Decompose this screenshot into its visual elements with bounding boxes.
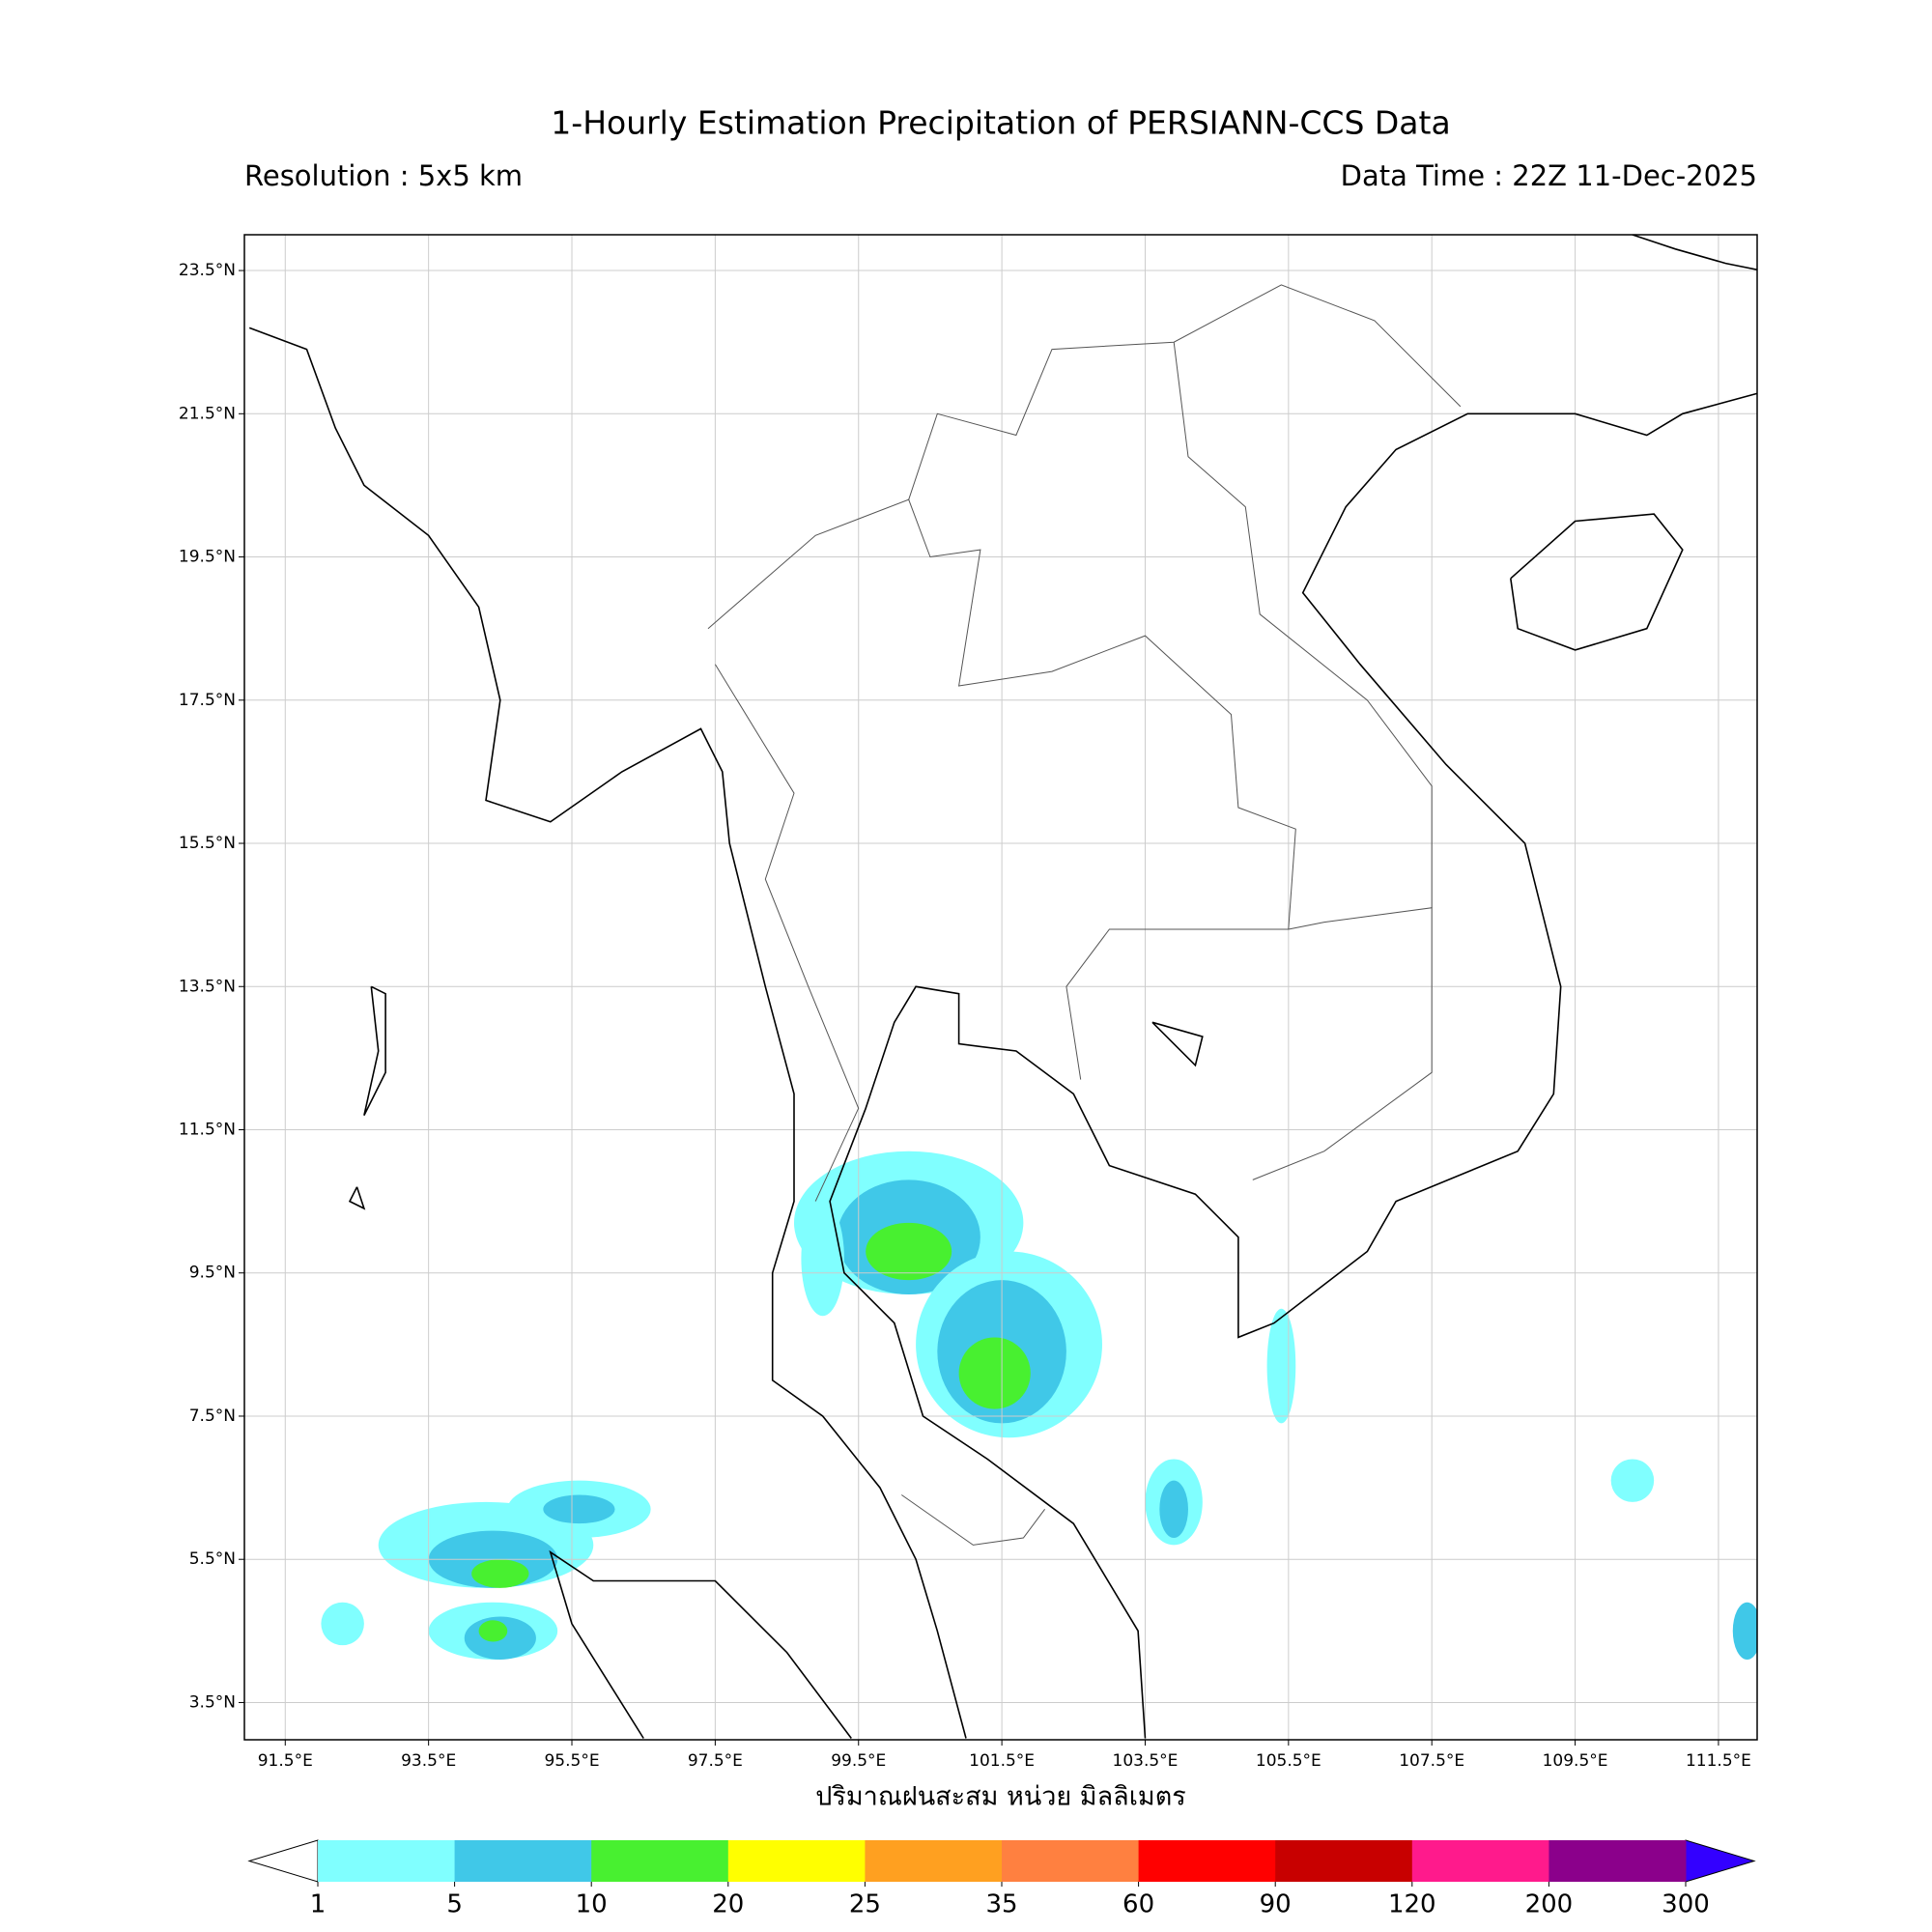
coastline [348, 1186, 366, 1210]
rain-area [801, 1201, 844, 1317]
y-tick-label: 21.5°N [179, 404, 236, 423]
border [707, 498, 1296, 1080]
map [244, 235, 1757, 1740]
rain-area [471, 1559, 529, 1588]
title: 1-Hourly Estimation Precipitation of PER… [551, 104, 1450, 142]
map-frame [243, 234, 1758, 1741]
x-tick-label: 95.5°E [544, 1751, 599, 1771]
rain-area [958, 1337, 1031, 1409]
colorbar-tick-label: 10 [576, 1890, 608, 1919]
y-tick-label: 13.5°N [179, 977, 236, 996]
coastline [1510, 513, 1684, 651]
rain-area [543, 1494, 615, 1524]
border [1173, 342, 1433, 908]
y-tick-label: 5.5°N [189, 1549, 236, 1569]
colorbar-over [1685, 1839, 1756, 1883]
border [1252, 907, 1433, 1180]
y-tick-label: 23.5°N [179, 261, 236, 280]
x-tick-label: 99.5°E [831, 1751, 886, 1771]
coastline [1632, 235, 1757, 271]
colorbar-tick-label: 200 [1525, 1890, 1574, 1919]
rain-area [1266, 1308, 1296, 1424]
y-tick-label: 7.5°N [189, 1406, 236, 1426]
colorbar-label: ปริมาณฝนสะสม หน่วย มิลลิเมตร [815, 1782, 1186, 1812]
colorbar-under [247, 1839, 319, 1883]
coastline [1151, 1021, 1204, 1067]
x-tick-label: 105.5°E [1256, 1751, 1321, 1771]
border [901, 1494, 1046, 1546]
x-tick-label: 91.5°E [258, 1751, 313, 1771]
x-tick-label: 111.5°E [1686, 1751, 1751, 1771]
colorbar-tick-label: 60 [1122, 1890, 1154, 1919]
colorbar-segment [865, 1840, 1003, 1882]
colorbar-segment [318, 1840, 456, 1882]
x-tick-label: 101.5°E [969, 1751, 1035, 1771]
colorbar-segment [1411, 1840, 1549, 1882]
colorbar-tick-label: 25 [849, 1890, 881, 1919]
rain-area [866, 1222, 952, 1281]
y-tick-label: 15.5°N [179, 834, 236, 853]
x-tick-label: 97.5°E [688, 1751, 743, 1771]
colorbar-tick-label: 20 [712, 1890, 744, 1919]
border [714, 664, 860, 1202]
x-tick-label: 93.5°E [401, 1751, 456, 1771]
colorbar-segment [1275, 1840, 1413, 1882]
y-tick-label: 3.5°N [189, 1692, 236, 1712]
coastline [248, 327, 967, 1739]
rain-area [1159, 1480, 1188, 1538]
colorbar-segment [454, 1840, 592, 1882]
x-tick-label: 103.5°E [1113, 1751, 1179, 1771]
colorbar-tick-label: 300 [1662, 1890, 1710, 1919]
y-tick-label: 17.5°N [179, 691, 236, 710]
colorbar-segment [727, 1840, 866, 1882]
x-tick-label: 107.5°E [1399, 1751, 1464, 1771]
rain-area [1732, 1602, 1757, 1660]
rain-area [478, 1620, 508, 1642]
colorbar-tick-label: 90 [1260, 1890, 1292, 1919]
y-tick-label: 11.5°N [179, 1120, 236, 1139]
colorbar-segment [1002, 1840, 1140, 1882]
border [908, 284, 1462, 500]
resolution: Resolution : 5x5 km [244, 159, 523, 192]
coastline [363, 985, 386, 1117]
colorbar-segment [591, 1840, 729, 1882]
colorbar-segment [1548, 1840, 1687, 1882]
y-tick-label: 9.5°N [189, 1264, 236, 1283]
colorbar-tick-label: 5 [446, 1890, 463, 1919]
coastline [829, 392, 1757, 1739]
coastline [549, 1549, 852, 1739]
colorbar-tick-label: 35 [985, 1890, 1017, 1919]
colorbar-tick-label: 1 [310, 1890, 327, 1919]
rain-area [1610, 1459, 1655, 1502]
colorbar-segment [1138, 1840, 1276, 1882]
colorbar-tick-label: 120 [1388, 1890, 1436, 1919]
y-tick-label: 19.5°N [179, 548, 236, 567]
x-tick-label: 109.5°E [1543, 1751, 1608, 1771]
rain-area [321, 1602, 364, 1646]
data-time: Data Time : 22Z 11-Dec-2025 [1341, 159, 1757, 192]
